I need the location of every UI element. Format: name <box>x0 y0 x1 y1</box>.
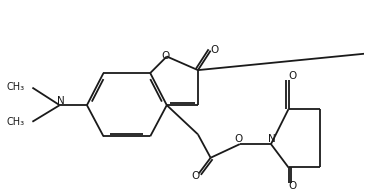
Text: N: N <box>57 96 64 106</box>
Text: O: O <box>235 134 243 144</box>
Text: O: O <box>162 50 170 61</box>
Text: CH₃: CH₃ <box>7 117 25 127</box>
Text: O: O <box>210 45 219 55</box>
Text: N: N <box>268 134 276 144</box>
Text: O: O <box>288 181 297 191</box>
Text: O: O <box>288 71 297 81</box>
Text: O: O <box>192 171 200 181</box>
Text: CH₃: CH₃ <box>7 82 25 92</box>
